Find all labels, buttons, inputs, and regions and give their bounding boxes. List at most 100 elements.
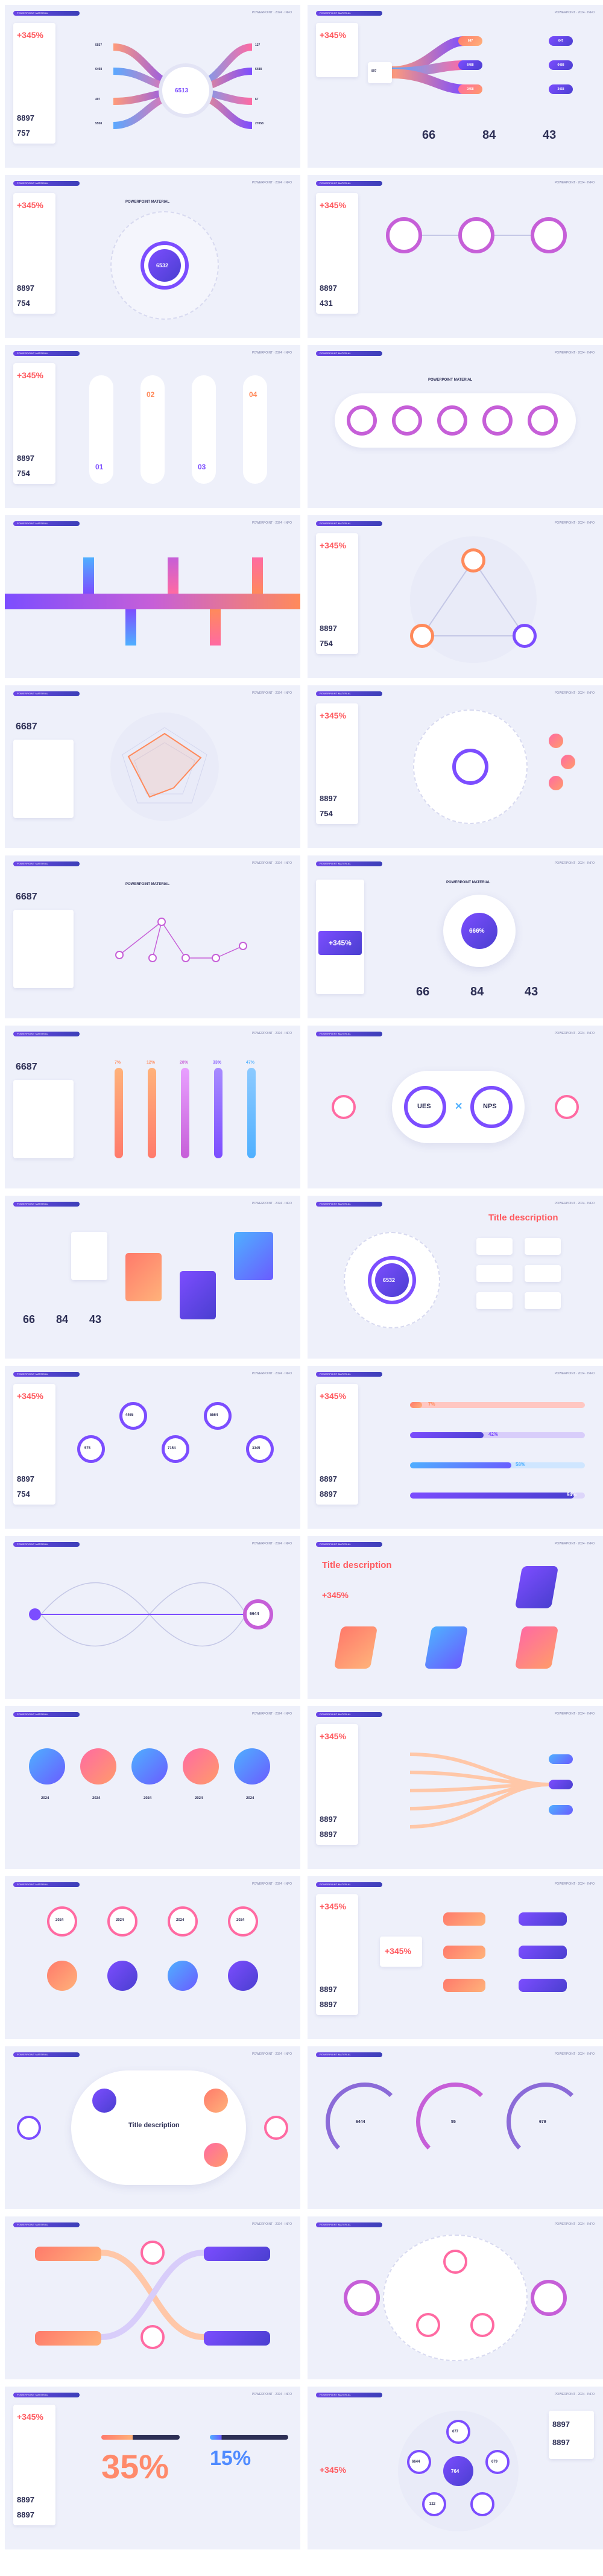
satellite-dot	[549, 776, 563, 790]
header-bar: POWERPOINT MATERIAL	[316, 521, 382, 526]
petal-value: 677	[452, 2430, 459, 2434]
header-right: POWERPOINT · 2024 · INFO	[251, 2393, 292, 2396]
arc-ring	[507, 2083, 585, 2161]
satellite-dot	[561, 755, 575, 769]
slide-21: POWERPOINT MATERIAL POWERPOINT · 2024 · …	[5, 1706, 300, 1869]
stats-card: +345% 8897 754	[13, 363, 55, 484]
big-percent: 15%	[210, 2447, 251, 2470]
node-ring	[410, 624, 434, 648]
column-label: 7%	[115, 1061, 121, 1065]
header-right: POWERPOINT · 2024 · INFO	[251, 691, 292, 695]
list-card	[525, 1238, 561, 1255]
arrow-tile	[333, 1626, 378, 1669]
percent-value: +345%	[17, 2412, 43, 2422]
year-label: 2024	[55, 1918, 64, 1922]
header-bar: POWERPOINT MATERIAL	[316, 691, 382, 696]
petal-value: 6644	[412, 2460, 420, 2464]
header-bar: POWERPOINT MATERIAL	[13, 351, 80, 356]
header-right: POWERPOINT · 2024 · INFO	[251, 181, 292, 185]
stat-value: 8897	[17, 2510, 34, 2519]
stats-card: +345% 8897 754	[13, 193, 55, 314]
slide-4: POWERPOINT MATERIAL POWERPOINT · 2024 · …	[308, 175, 603, 338]
satellite-dot	[549, 734, 563, 748]
node-ring	[470, 2313, 494, 2337]
value-ring	[77, 1435, 105, 1463]
petal-ring	[446, 2420, 470, 2444]
ring-value: 6444	[356, 2120, 365, 2124]
title-description: Title description	[488, 1213, 558, 1223]
petal-value: 679	[491, 2460, 498, 2464]
progress-fill	[410, 1432, 484, 1438]
column-label: 33%	[213, 1061, 222, 1065]
up-arrow	[252, 557, 263, 594]
branch-pill	[443, 1912, 485, 1926]
node-ring	[437, 405, 467, 436]
column-label: 47%	[246, 1061, 255, 1065]
segment	[204, 2089, 228, 2113]
nps-ring	[470, 1086, 513, 1128]
step-ring	[531, 217, 567, 253]
branch-pill	[519, 1912, 567, 1926]
header-bar: POWERPOINT MATERIAL	[316, 1032, 382, 1036]
segment	[92, 2089, 116, 2113]
hub-core	[148, 249, 181, 282]
hub-core	[375, 1263, 409, 1297]
note-card	[71, 1232, 107, 1280]
side-ring	[531, 2280, 567, 2316]
flow-value: 407	[95, 98, 101, 101]
slide-26: POWERPOINT MATERIAL POWERPOINT · 2024 · …	[308, 2046, 603, 2209]
hub-value: 764	[451, 2469, 459, 2474]
step-ring	[458, 217, 494, 253]
list-card	[476, 1292, 513, 1309]
year-label: 2024	[144, 1797, 152, 1800]
target-pill: 3458	[458, 84, 482, 94]
slide-title: POWERPOINT MATERIAL	[446, 881, 491, 884]
header-right: POWERPOINT · 2024 · INFO	[251, 1882, 292, 1886]
header-right: POWERPOINT · 2024 · INFO	[554, 1032, 595, 1035]
year-ring	[107, 1906, 137, 1937]
percent-value: +345%	[320, 1731, 346, 1741]
percent-value: +345%	[320, 2465, 346, 2475]
target-pill	[549, 1805, 573, 1815]
header-right: POWERPOINT · 2024 · INFO	[251, 351, 292, 355]
progress-label: 94%	[567, 1492, 577, 1497]
header-bar: POWERPOINT MATERIAL	[316, 861, 382, 866]
node-ring	[482, 405, 513, 436]
stat-value: 8897	[17, 284, 34, 293]
stat-value: 8897	[320, 284, 337, 293]
node-ring	[443, 2250, 467, 2274]
header-right: POWERPOINT · 2024 · INFO	[251, 1542, 292, 1546]
target-pill: 6488	[458, 60, 482, 70]
step-column	[192, 375, 216, 484]
list-card	[525, 1292, 561, 1309]
header-right: POWERPOINT · 2024 · INFO	[554, 1882, 595, 1886]
percent-value: +345%	[17, 200, 43, 210]
stat-value: 8897	[17, 1474, 34, 1483]
stat-value: 8897	[320, 2000, 337, 2009]
header-bar: POWERPOINT MATERIAL	[316, 2222, 382, 2227]
year-disc	[47, 1961, 77, 1991]
slide-9: POWERPOINT MATERIAL POWERPOINT · 2024 · …	[5, 685, 300, 848]
value-ring	[119, 1402, 147, 1430]
list-card	[525, 1265, 561, 1282]
slide-13: POWERPOINT MATERIAL POWERPOINT · 2024 · …	[5, 1026, 300, 1188]
header-right: POWERPOINT · 2024 · INFO	[251, 11, 292, 14]
slide-1: POWERPOINT MATERIAL POWERPOINT · 2024 · …	[5, 5, 300, 168]
slide-5: POWERPOINT MATERIAL POWERPOINT · 2024 · …	[5, 345, 300, 508]
metric-value: 84	[56, 1313, 69, 1325]
year-label: 2024	[116, 1918, 124, 1922]
progress-label: 58%	[516, 1462, 526, 1467]
node-ring	[140, 2325, 165, 2349]
metric-value: 84	[482, 128, 496, 142]
node-ring	[461, 548, 485, 573]
stat-value: 8897	[320, 624, 337, 633]
percent-value: +345%	[320, 541, 346, 550]
flow-value: 27058	[255, 122, 264, 125]
list-card	[476, 1265, 513, 1282]
side-ring	[555, 1095, 579, 1119]
slide-28: POWERPOINT MATERIAL POWERPOINT · 2024 · …	[308, 2216, 603, 2379]
arc-ring	[416, 2083, 494, 2161]
progress-label: 7%	[428, 1401, 435, 1407]
metric-value: 84	[470, 985, 484, 998]
